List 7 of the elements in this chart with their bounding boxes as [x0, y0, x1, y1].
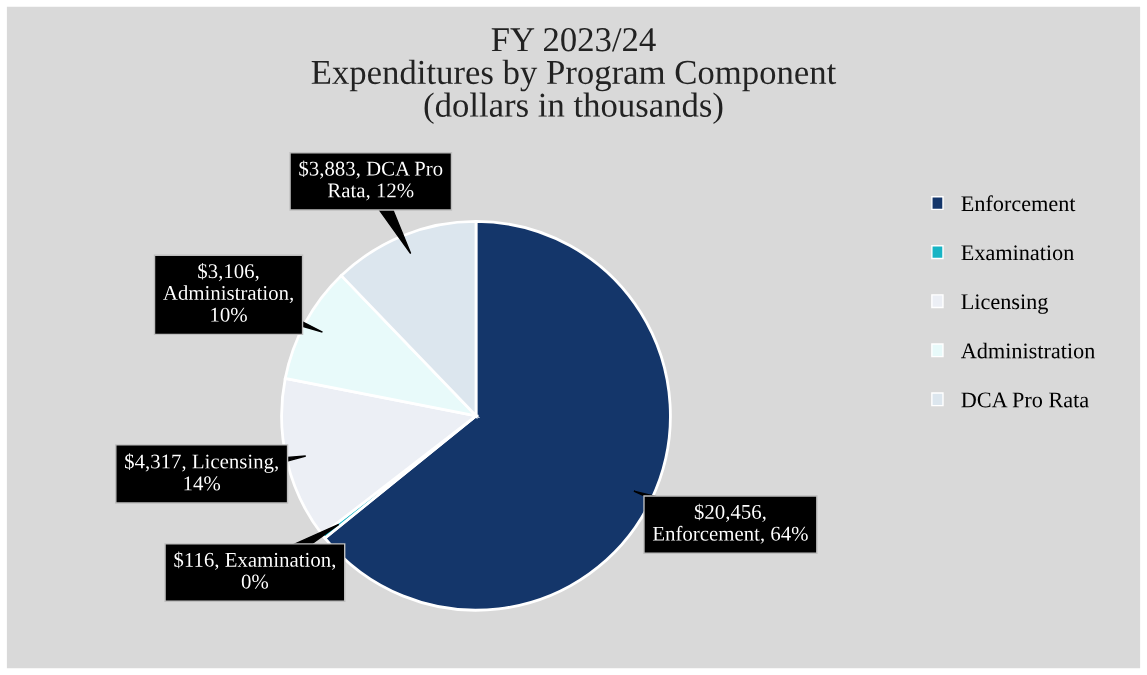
legend-label: Enforcement — [961, 195, 1076, 212]
legend-label: Licensing — [961, 294, 1048, 314]
legend-label: Examination — [961, 245, 1074, 261]
legend-label: DCA Pro Rata — [961, 392, 1089, 408]
data-label: $3,883, DCA Pro Rata, 12% — [299, 160, 443, 201]
chart-title: FY 2023/24 Expenditures by Program Component (dollars in thousands) — [311, 28, 837, 124]
legend-label: Administration — [960, 342, 1095, 359]
